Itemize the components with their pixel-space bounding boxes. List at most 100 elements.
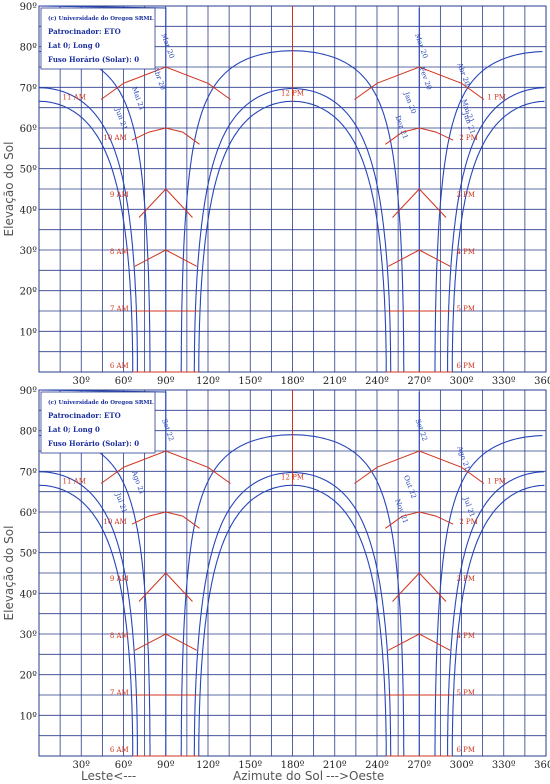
- date-label: Abr 20: [455, 61, 471, 87]
- x-tick-label: 60º: [115, 760, 133, 771]
- hour-line: [100, 66, 231, 100]
- x-tick-label: 90º: [157, 760, 175, 771]
- y-tick-label: 50º: [20, 165, 38, 176]
- chart-panel-bottom: 6 AM 7 AM 8 AM 9 AM 10 AM 11 AM 12 PM 1 PM 2 PM 3…: [2, 386, 550, 783]
- hour-label: 11 AM: [63, 94, 86, 102]
- info-latlong: Lat 0; Long 0: [48, 41, 100, 50]
- sun-path-line: [434, 51, 543, 372]
- date-label: Jun 21: [113, 106, 129, 131]
- x-tick-label: 30º: [73, 376, 91, 387]
- x-tick-label: 120º: [196, 760, 220, 771]
- x-tick-label: 180º: [281, 376, 305, 387]
- x-tick-label: 270º: [407, 760, 431, 771]
- y-tick-label: 10º: [20, 327, 38, 338]
- y-tick-label: 70º: [20, 83, 38, 94]
- y-tick-label: 70º: [20, 467, 38, 478]
- hour-lines: [100, 6, 485, 373]
- y-tick-label: 50º: [20, 549, 38, 560]
- x-tick-label: 300º: [450, 760, 474, 771]
- x-tick-label: 360º: [534, 376, 550, 387]
- y-tick-label: 40º: [20, 205, 38, 216]
- hour-label: 10 AM: [103, 134, 126, 142]
- y-tick-label: 60º: [20, 124, 38, 135]
- date-label: Mar 20: [413, 32, 429, 59]
- hour-label: 6 PM: [456, 746, 475, 754]
- info-copyright: (c) Universidade do Oregon SRML: [48, 399, 153, 406]
- date-label: Out 22: [402, 474, 418, 499]
- y-tick-label: 60º: [20, 508, 38, 519]
- hour-label: 9 AM: [110, 191, 129, 199]
- hour-label: 12 PM: [281, 89, 304, 97]
- hour-line: [134, 249, 197, 267]
- hour-label: 2 PM: [459, 134, 478, 142]
- hour-label: 7 AM: [110, 305, 129, 313]
- hour-label: 8 AM: [110, 248, 129, 256]
- sun-path-line: [447, 87, 545, 372]
- date-label: Mar 20: [159, 32, 175, 59]
- hour-line: [131, 127, 200, 145]
- y-axis-label: Elevação do Sol: [2, 526, 16, 621]
- hour-line: [138, 188, 193, 218]
- info-sponsor: Patrocinador: ETO: [48, 27, 121, 36]
- sun-path-line: [38, 87, 138, 372]
- x-tick-label: 330º: [492, 760, 516, 771]
- hour-label: 2 PM: [459, 518, 478, 526]
- hour-label: 12 PM: [281, 473, 304, 481]
- hour-line: [388, 633, 451, 651]
- hour-label: 5 PM: [456, 305, 475, 313]
- hour-label: 8 AM: [110, 632, 129, 640]
- date-label: Ago 21: [455, 444, 471, 471]
- sun-path-line: [39, 100, 134, 372]
- info-timezone: Fuso Horário (Solar): 0: [48, 439, 139, 448]
- hour-line: [354, 450, 485, 484]
- y-tick-label: 20º: [20, 287, 38, 298]
- hour-label: 3 PM: [456, 191, 475, 199]
- date-label: Set 22: [413, 418, 428, 442]
- hour-label: 5 PM: [456, 689, 475, 697]
- x-tick-label: 240º: [365, 376, 389, 387]
- x-axis-label-right: --->Oeste: [326, 769, 384, 783]
- hour-label: 6 PM: [456, 362, 475, 370]
- y-tick-label: 80º: [20, 427, 38, 438]
- info-copyright: (c) Universidade do Oregon SRML: [48, 15, 153, 22]
- sun-path-line: [38, 471, 138, 756]
- sun-path-line: [38, 434, 151, 756]
- hour-line: [392, 188, 447, 218]
- hour-label: 4 PM: [456, 248, 475, 256]
- x-tick-label: 120º: [196, 376, 220, 387]
- hour-line: [392, 572, 447, 602]
- sun-path-line: [39, 484, 134, 756]
- date-label: Jul 21: [114, 491, 129, 514]
- hour-label: 3 PM: [456, 575, 475, 583]
- hour-label: 9 AM: [110, 575, 129, 583]
- date-label: Jan 20: [402, 90, 418, 115]
- hour-label: 6 AM: [110, 362, 129, 370]
- hour-label: 10 AM: [103, 518, 126, 526]
- date-label: Set 22: [160, 418, 175, 442]
- hour-label: 11 AM: [63, 478, 86, 486]
- x-tick-label: 360º: [534, 760, 550, 771]
- x-tick-label: 150º: [238, 760, 262, 771]
- hour-line: [388, 249, 451, 267]
- x-tick-label: 30º: [73, 760, 91, 771]
- hour-label: 1 PM: [487, 94, 506, 102]
- y-tick-label: 30º: [20, 630, 38, 641]
- hour-label: 4 PM: [456, 632, 475, 640]
- info-box: [40, 391, 156, 454]
- x-tick-label: 90º: [157, 376, 175, 387]
- hour-line: [385, 127, 454, 145]
- x-tick-label: 180º: [281, 760, 305, 771]
- sun-path-line: [451, 484, 545, 756]
- x-tick-label: 150º: [238, 376, 262, 387]
- x-tick-label: 210º: [323, 760, 347, 771]
- y-tick-label: 80º: [20, 43, 38, 54]
- sun-path-line: [434, 435, 543, 756]
- x-tick-label: 60º: [115, 376, 133, 387]
- hour-label: 7 AM: [110, 689, 129, 697]
- sun-path-line: [451, 100, 545, 372]
- hour-line: [100, 450, 231, 484]
- chart-panel-top: 6 AM 7 AM 8 AM 9 AM 10 AM 11 AM 12 PM 1 PM 2 PM 3…: [2, 2, 550, 387]
- info-sponsor: Patrocinador: ETO: [48, 411, 121, 420]
- hour-line: [385, 511, 454, 529]
